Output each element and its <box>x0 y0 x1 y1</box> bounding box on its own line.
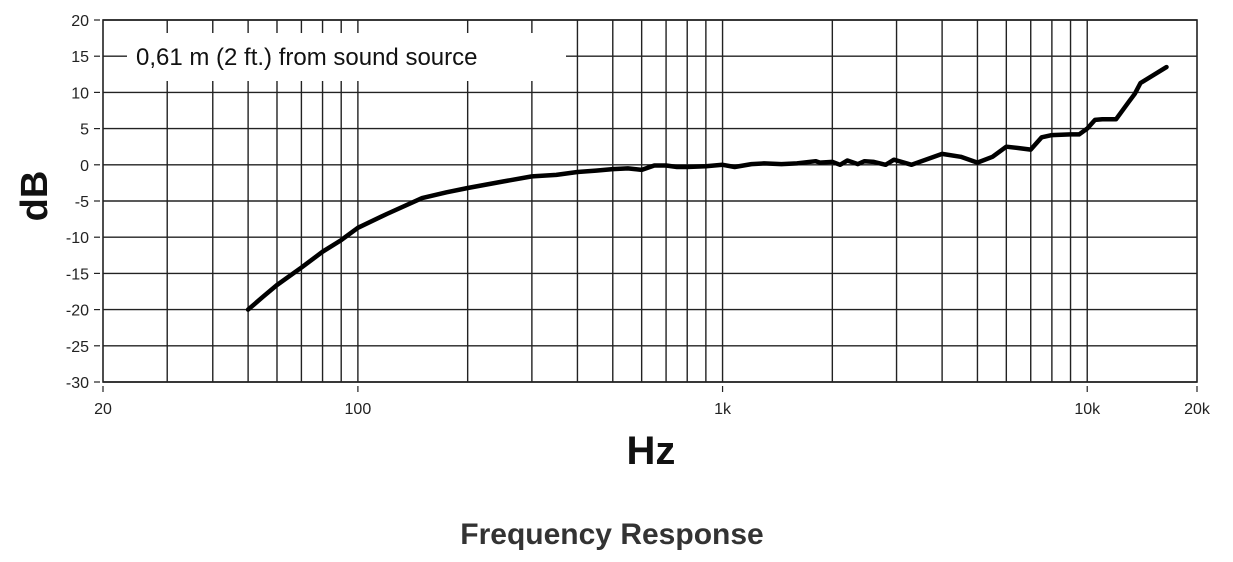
annotation-text: 0,61 m (2 ft.) from sound source <box>136 44 477 71</box>
y-tick-label: -5 <box>75 194 89 211</box>
y-tick-label: 10 <box>71 85 89 102</box>
chart-title: Frequency Response <box>460 518 763 551</box>
x-tick-label: 1k <box>714 401 732 418</box>
plot-frame <box>102 19 1198 383</box>
x-axis-title: Hz <box>627 429 676 473</box>
x-tick-label: 20k <box>1184 401 1211 418</box>
x-tick-label: 100 <box>345 401 372 418</box>
y-axis-ticks: 20 15 10 5 0 -5 -10 -15 -20 -25 -30 <box>66 13 100 392</box>
y-tick-label: 0 <box>80 158 89 175</box>
y-tick-label: 15 <box>71 49 89 66</box>
x-tick-label: 10k <box>1074 401 1101 418</box>
annotation-box: 0,61 m (2 ft.) from sound source <box>127 33 566 81</box>
y-tick-label: -15 <box>66 266 89 283</box>
y-axis-title: dB <box>14 171 56 222</box>
y-tick-label: 5 <box>80 122 89 139</box>
y-tick-label: -30 <box>66 375 89 392</box>
y-tick-label: -25 <box>66 339 89 356</box>
y-tick-label: -20 <box>66 303 89 320</box>
x-axis-ticks: 20 100 1k 10k 20k <box>94 386 1211 418</box>
response-curve <box>245 64 1169 312</box>
x-tick-label: 20 <box>94 401 112 418</box>
y-tick-label: 20 <box>71 13 89 30</box>
y-tick-label: -10 <box>66 230 89 247</box>
